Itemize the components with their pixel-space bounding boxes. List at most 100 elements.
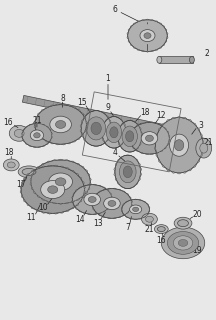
- Polygon shape: [51, 160, 57, 161]
- Ellipse shape: [30, 130, 44, 141]
- Polygon shape: [98, 145, 102, 146]
- Text: 21: 21: [204, 138, 213, 147]
- Ellipse shape: [31, 160, 90, 204]
- Ellipse shape: [91, 122, 101, 135]
- Polygon shape: [95, 193, 98, 196]
- Polygon shape: [116, 117, 120, 119]
- Polygon shape: [176, 172, 182, 174]
- Polygon shape: [41, 145, 46, 147]
- Polygon shape: [159, 23, 162, 25]
- Polygon shape: [86, 124, 87, 129]
- Polygon shape: [132, 156, 135, 158]
- Text: 11: 11: [26, 213, 36, 222]
- Polygon shape: [107, 218, 112, 219]
- Polygon shape: [61, 104, 66, 105]
- Polygon shape: [135, 158, 138, 162]
- Polygon shape: [75, 163, 80, 165]
- Polygon shape: [72, 199, 73, 203]
- Ellipse shape: [125, 131, 134, 142]
- Polygon shape: [129, 196, 131, 200]
- Polygon shape: [80, 124, 82, 128]
- Polygon shape: [34, 120, 36, 124]
- Polygon shape: [138, 162, 140, 167]
- Polygon shape: [161, 123, 166, 127]
- Polygon shape: [21, 180, 24, 185]
- Polygon shape: [202, 139, 204, 145]
- Polygon shape: [159, 46, 162, 49]
- Polygon shape: [136, 49, 140, 50]
- Polygon shape: [102, 142, 106, 145]
- Polygon shape: [95, 211, 98, 214]
- Polygon shape: [28, 124, 32, 126]
- Ellipse shape: [119, 161, 136, 183]
- Polygon shape: [103, 138, 105, 142]
- Polygon shape: [133, 46, 136, 49]
- Polygon shape: [73, 192, 75, 196]
- Polygon shape: [167, 36, 168, 39]
- Polygon shape: [197, 158, 200, 164]
- Ellipse shape: [84, 193, 100, 206]
- Text: 6: 6: [113, 5, 117, 14]
- Polygon shape: [165, 39, 167, 43]
- Polygon shape: [31, 173, 33, 177]
- Polygon shape: [32, 123, 37, 124]
- Polygon shape: [150, 20, 154, 21]
- Polygon shape: [125, 132, 127, 138]
- Polygon shape: [92, 184, 97, 185]
- Text: 18: 18: [140, 108, 149, 117]
- Polygon shape: [81, 133, 84, 138]
- Polygon shape: [110, 128, 112, 133]
- Polygon shape: [167, 32, 168, 36]
- Polygon shape: [132, 150, 136, 152]
- Polygon shape: [102, 187, 106, 189]
- Ellipse shape: [170, 134, 189, 156]
- Polygon shape: [159, 124, 164, 127]
- Polygon shape: [149, 154, 155, 155]
- Polygon shape: [121, 147, 124, 150]
- Ellipse shape: [200, 143, 208, 153]
- Polygon shape: [145, 19, 150, 20]
- Ellipse shape: [34, 133, 40, 138]
- Polygon shape: [135, 149, 140, 152]
- Polygon shape: [85, 169, 88, 173]
- Polygon shape: [101, 132, 103, 138]
- Text: 14: 14: [76, 215, 85, 224]
- Polygon shape: [117, 131, 119, 136]
- Polygon shape: [109, 192, 111, 196]
- Polygon shape: [80, 165, 85, 169]
- Ellipse shape: [22, 124, 52, 147]
- Polygon shape: [129, 138, 130, 142]
- Polygon shape: [192, 123, 197, 127]
- Ellipse shape: [106, 122, 122, 143]
- Polygon shape: [168, 134, 170, 138]
- Polygon shape: [20, 185, 22, 190]
- Polygon shape: [87, 214, 92, 215]
- Polygon shape: [156, 152, 158, 158]
- Ellipse shape: [22, 168, 36, 175]
- Polygon shape: [102, 216, 107, 218]
- Polygon shape: [155, 152, 159, 154]
- Polygon shape: [41, 198, 46, 201]
- Text: 19: 19: [192, 246, 202, 255]
- Text: 16: 16: [3, 118, 13, 127]
- Polygon shape: [97, 185, 102, 187]
- Polygon shape: [127, 36, 128, 39]
- Polygon shape: [81, 133, 84, 137]
- Polygon shape: [31, 186, 33, 190]
- Polygon shape: [114, 172, 116, 177]
- Ellipse shape: [9, 125, 29, 141]
- Ellipse shape: [3, 159, 19, 171]
- Polygon shape: [98, 214, 102, 216]
- Text: 7: 7: [125, 223, 130, 232]
- Polygon shape: [101, 127, 103, 132]
- Polygon shape: [82, 180, 84, 185]
- Polygon shape: [192, 164, 197, 168]
- Polygon shape: [65, 209, 70, 212]
- Polygon shape: [46, 126, 49, 128]
- Polygon shape: [35, 116, 38, 120]
- Polygon shape: [102, 210, 106, 212]
- Text: 13: 13: [93, 219, 103, 228]
- Ellipse shape: [161, 227, 205, 259]
- Ellipse shape: [133, 207, 139, 212]
- Polygon shape: [171, 117, 176, 119]
